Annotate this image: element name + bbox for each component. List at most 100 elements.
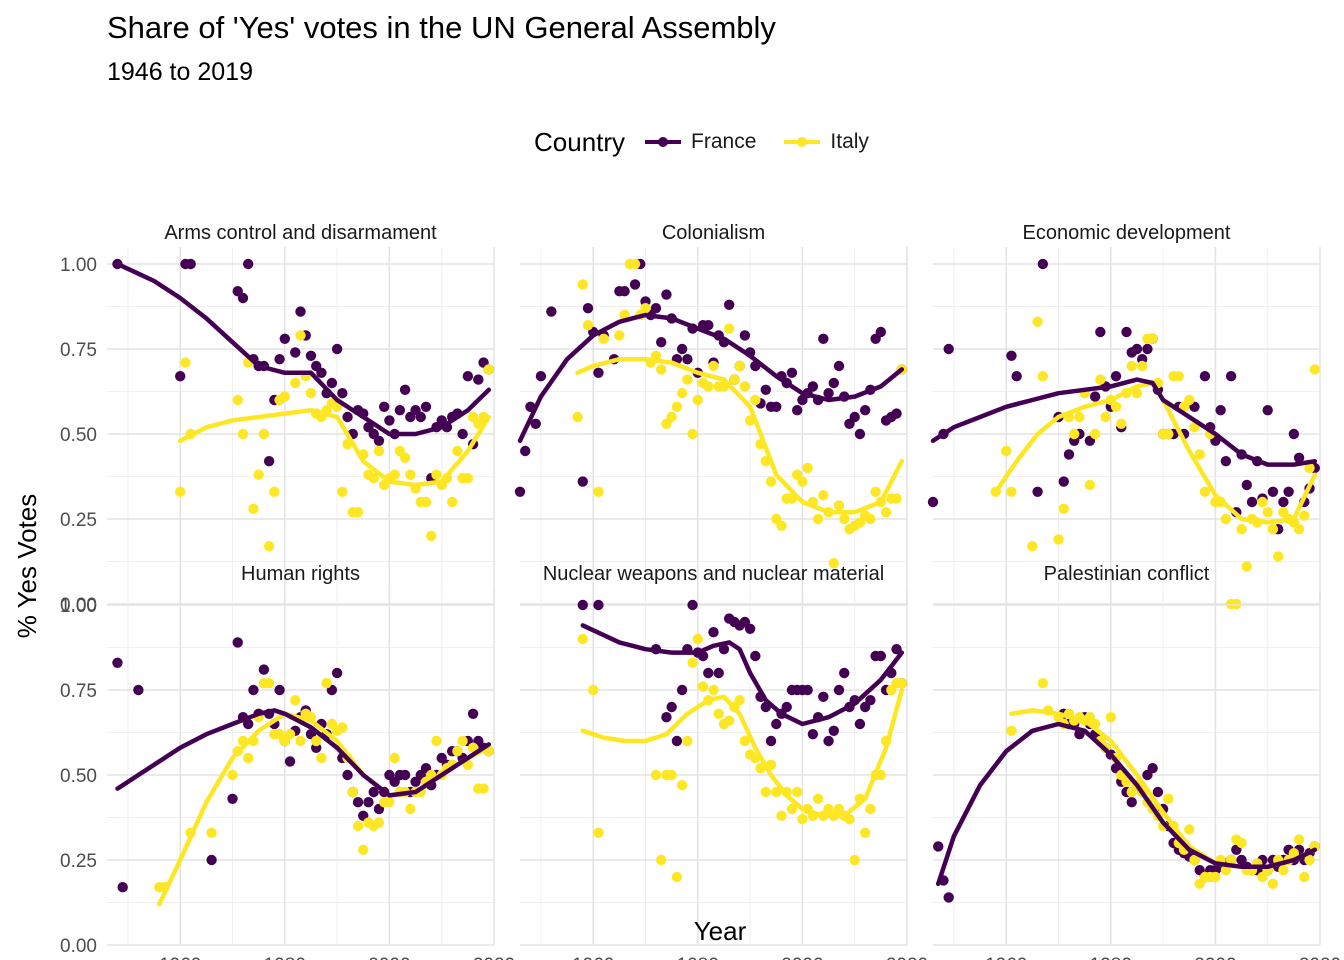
point-france [133, 684, 144, 696]
point-france [232, 637, 243, 648]
point-italy [405, 803, 416, 815]
point-italy [713, 708, 724, 719]
point-italy [337, 722, 348, 733]
point-italy [739, 381, 751, 392]
point-france [577, 599, 588, 611]
point-italy [765, 476, 777, 487]
point-italy [656, 854, 667, 866]
point-italy [1095, 374, 1106, 385]
point-italy [446, 496, 458, 508]
point-france [671, 735, 683, 747]
point-italy [389, 469, 400, 480]
point-italy [797, 814, 808, 825]
point-italy [1110, 401, 1122, 412]
point-france [284, 756, 296, 767]
point-italy [1084, 479, 1096, 491]
point-italy [776, 520, 787, 531]
point-france [342, 769, 353, 781]
panel-title-human-rights: Human rights [241, 563, 360, 585]
smooth-line-france [930, 377, 1318, 467]
point-italy [1220, 513, 1232, 525]
point-france [394, 405, 406, 416]
point-italy [849, 854, 860, 866]
y-tick-label: 0.25 [60, 510, 97, 531]
point-italy [399, 452, 411, 463]
point-italy [1105, 712, 1117, 723]
point-italy [891, 493, 902, 504]
x-tick-label: 1980 [264, 955, 306, 960]
point-france [384, 415, 395, 426]
y-tick-label: 0.00 [60, 936, 97, 957]
y-tick-label: 0.50 [60, 766, 97, 787]
point-italy [263, 541, 275, 552]
point-italy [750, 394, 761, 406]
point-italy [462, 473, 474, 484]
point-italy [671, 401, 683, 412]
point-italy [305, 388, 317, 399]
point-italy [671, 871, 683, 883]
point-france [530, 418, 541, 429]
y-tick-label: 0.25 [60, 851, 97, 872]
point-france [833, 684, 845, 696]
point-france [1293, 452, 1305, 463]
point-italy [786, 803, 798, 815]
point-italy [1293, 834, 1305, 845]
legend-key-france [645, 137, 682, 147]
point-france [666, 701, 677, 713]
point-italy [269, 486, 280, 497]
point-france [1011, 371, 1022, 382]
point-italy [1184, 394, 1195, 406]
point-france [305, 350, 317, 361]
legend-key-italy [784, 137, 821, 147]
point-france [933, 841, 944, 852]
point-italy [384, 797, 395, 808]
point-italy [337, 486, 348, 497]
point-france [457, 428, 468, 440]
point-italy [1293, 524, 1305, 535]
x-axis-title: Year [694, 916, 747, 946]
x-tick-label: 2020 [473, 955, 515, 960]
point-france [823, 388, 834, 399]
legend-item-france: France [643, 130, 756, 154]
point-france [859, 405, 871, 416]
point-italy [739, 735, 751, 747]
point-italy [734, 360, 745, 372]
x-tick-label: 1960 [572, 955, 614, 960]
point-france [1278, 496, 1289, 508]
point-france [854, 718, 866, 730]
point-italy [243, 752, 254, 764]
point-france [593, 367, 604, 378]
point-france [739, 330, 751, 341]
point-italy [452, 445, 463, 457]
point-italy [870, 486, 881, 497]
point-italy [1225, 854, 1237, 866]
point-france [290, 347, 301, 358]
point-italy [290, 377, 301, 389]
point-france [520, 445, 531, 457]
y-tick-label: 0.00 [60, 595, 97, 616]
point-italy [650, 769, 662, 781]
point-italy [797, 476, 808, 487]
panel-title-arms-control-and-disarmament: Arms control and disarmament [164, 222, 437, 244]
point-france [175, 371, 186, 382]
point-italy [572, 411, 583, 423]
point-france [1246, 496, 1258, 508]
point-italy [666, 769, 677, 781]
point-italy [1173, 371, 1184, 382]
smooth-line-italy [177, 407, 492, 488]
point-france [703, 320, 714, 331]
point-italy [248, 503, 259, 514]
point-france [399, 769, 411, 781]
point-italy [676, 780, 688, 791]
point-france [833, 360, 845, 372]
point-italy [577, 633, 588, 645]
point-italy [1147, 333, 1158, 344]
point-italy [1236, 524, 1247, 535]
point-italy [1220, 865, 1232, 876]
point-italy [389, 752, 400, 764]
point-italy [457, 735, 468, 747]
point-italy [284, 729, 296, 740]
smooth-line-france [935, 721, 1318, 887]
point-france [185, 258, 196, 270]
point-italy [1100, 411, 1111, 423]
